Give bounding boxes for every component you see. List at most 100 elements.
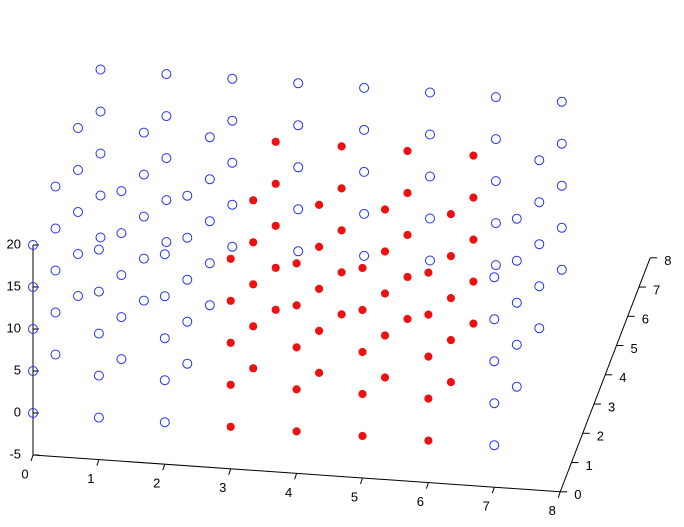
data-point bbox=[489, 356, 500, 367]
data-point bbox=[204, 216, 215, 227]
data-point bbox=[359, 208, 370, 219]
data-point bbox=[28, 282, 38, 292]
data-point bbox=[446, 294, 455, 303]
data-point bbox=[93, 328, 104, 339]
y-tick-label: 7 bbox=[653, 282, 660, 297]
data-point bbox=[226, 296, 235, 305]
data-point bbox=[425, 129, 435, 140]
data-point bbox=[204, 300, 215, 311]
data-point bbox=[93, 286, 104, 297]
data-point bbox=[226, 254, 235, 263]
data-point bbox=[28, 240, 38, 250]
data-point bbox=[73, 291, 83, 301]
data-point bbox=[50, 181, 61, 192]
data-point bbox=[95, 148, 106, 159]
data-point bbox=[138, 169, 149, 180]
data-point bbox=[469, 151, 478, 160]
data-point bbox=[337, 268, 346, 277]
data-point bbox=[161, 153, 172, 164]
z-tick-label: 10 bbox=[7, 320, 21, 335]
data-point bbox=[226, 338, 235, 347]
x-tick-label: 2 bbox=[153, 476, 160, 491]
y-tick-label: 5 bbox=[630, 341, 637, 356]
data-point bbox=[93, 244, 104, 255]
data-point bbox=[315, 368, 324, 377]
data-point bbox=[50, 265, 61, 276]
data-point bbox=[556, 138, 567, 149]
data-point bbox=[358, 347, 367, 357]
z-tick-label: 5 bbox=[14, 362, 21, 377]
data-point bbox=[511, 297, 522, 308]
data-point bbox=[490, 92, 501, 103]
data-point bbox=[138, 211, 149, 222]
data-point bbox=[446, 252, 455, 261]
data-point bbox=[469, 235, 478, 244]
data-point bbox=[271, 305, 280, 314]
z-tick-label: 0 bbox=[14, 404, 21, 419]
y-tick-label: 4 bbox=[619, 370, 626, 385]
data-point bbox=[293, 120, 304, 131]
data-point bbox=[534, 323, 545, 334]
data-point bbox=[95, 190, 106, 201]
data-point bbox=[446, 378, 455, 387]
data-point bbox=[249, 364, 258, 373]
data-point bbox=[182, 190, 193, 201]
data-point bbox=[490, 218, 501, 229]
data-point bbox=[446, 336, 455, 345]
data-point bbox=[182, 274, 193, 285]
data-point bbox=[380, 247, 390, 256]
data-point bbox=[138, 127, 149, 138]
x-tick-label: 0 bbox=[21, 466, 28, 481]
data-point bbox=[425, 87, 435, 98]
data-point bbox=[489, 272, 500, 283]
data-point bbox=[271, 221, 280, 230]
data-point bbox=[159, 375, 170, 386]
data-point bbox=[511, 381, 522, 392]
data-point bbox=[380, 289, 390, 298]
data-point bbox=[425, 213, 435, 224]
data-point bbox=[292, 427, 301, 436]
data-point bbox=[204, 174, 215, 185]
x-tick-label: 3 bbox=[219, 480, 226, 495]
data-point bbox=[226, 422, 235, 431]
data-point bbox=[424, 352, 433, 361]
data-point bbox=[424, 394, 433, 403]
data-point bbox=[50, 223, 61, 234]
data-point bbox=[469, 319, 478, 328]
data-point bbox=[315, 242, 324, 251]
y-tick-label: 8 bbox=[664, 253, 671, 268]
x-tick bbox=[96, 459, 100, 466]
data-point bbox=[161, 111, 172, 122]
data-point bbox=[95, 64, 106, 75]
data-point bbox=[271, 263, 280, 272]
data-point bbox=[249, 196, 258, 205]
data-point bbox=[182, 232, 193, 243]
data-point bbox=[293, 204, 304, 215]
data-point bbox=[28, 408, 38, 418]
data-point bbox=[534, 281, 545, 292]
data-point bbox=[182, 316, 193, 327]
data-point bbox=[93, 412, 104, 423]
data-point bbox=[116, 270, 127, 281]
z-tick-label: 15 bbox=[7, 278, 21, 293]
data-point bbox=[95, 232, 106, 243]
data-point bbox=[293, 162, 304, 173]
data-point bbox=[50, 349, 61, 360]
data-point bbox=[116, 228, 127, 239]
data-point bbox=[73, 123, 83, 133]
x-tick-label: 5 bbox=[351, 489, 358, 504]
data-point bbox=[161, 69, 172, 80]
data-point bbox=[380, 331, 390, 340]
data-point bbox=[489, 440, 500, 451]
data-point bbox=[511, 339, 522, 350]
data-point bbox=[469, 277, 478, 286]
data-point bbox=[425, 255, 435, 266]
data-point bbox=[490, 176, 501, 187]
data-point bbox=[226, 380, 235, 389]
data-point bbox=[292, 385, 301, 394]
data-point bbox=[489, 314, 500, 325]
data-point bbox=[28, 366, 38, 376]
data-point bbox=[403, 188, 412, 198]
data-point bbox=[249, 238, 258, 247]
data-point bbox=[116, 186, 127, 197]
